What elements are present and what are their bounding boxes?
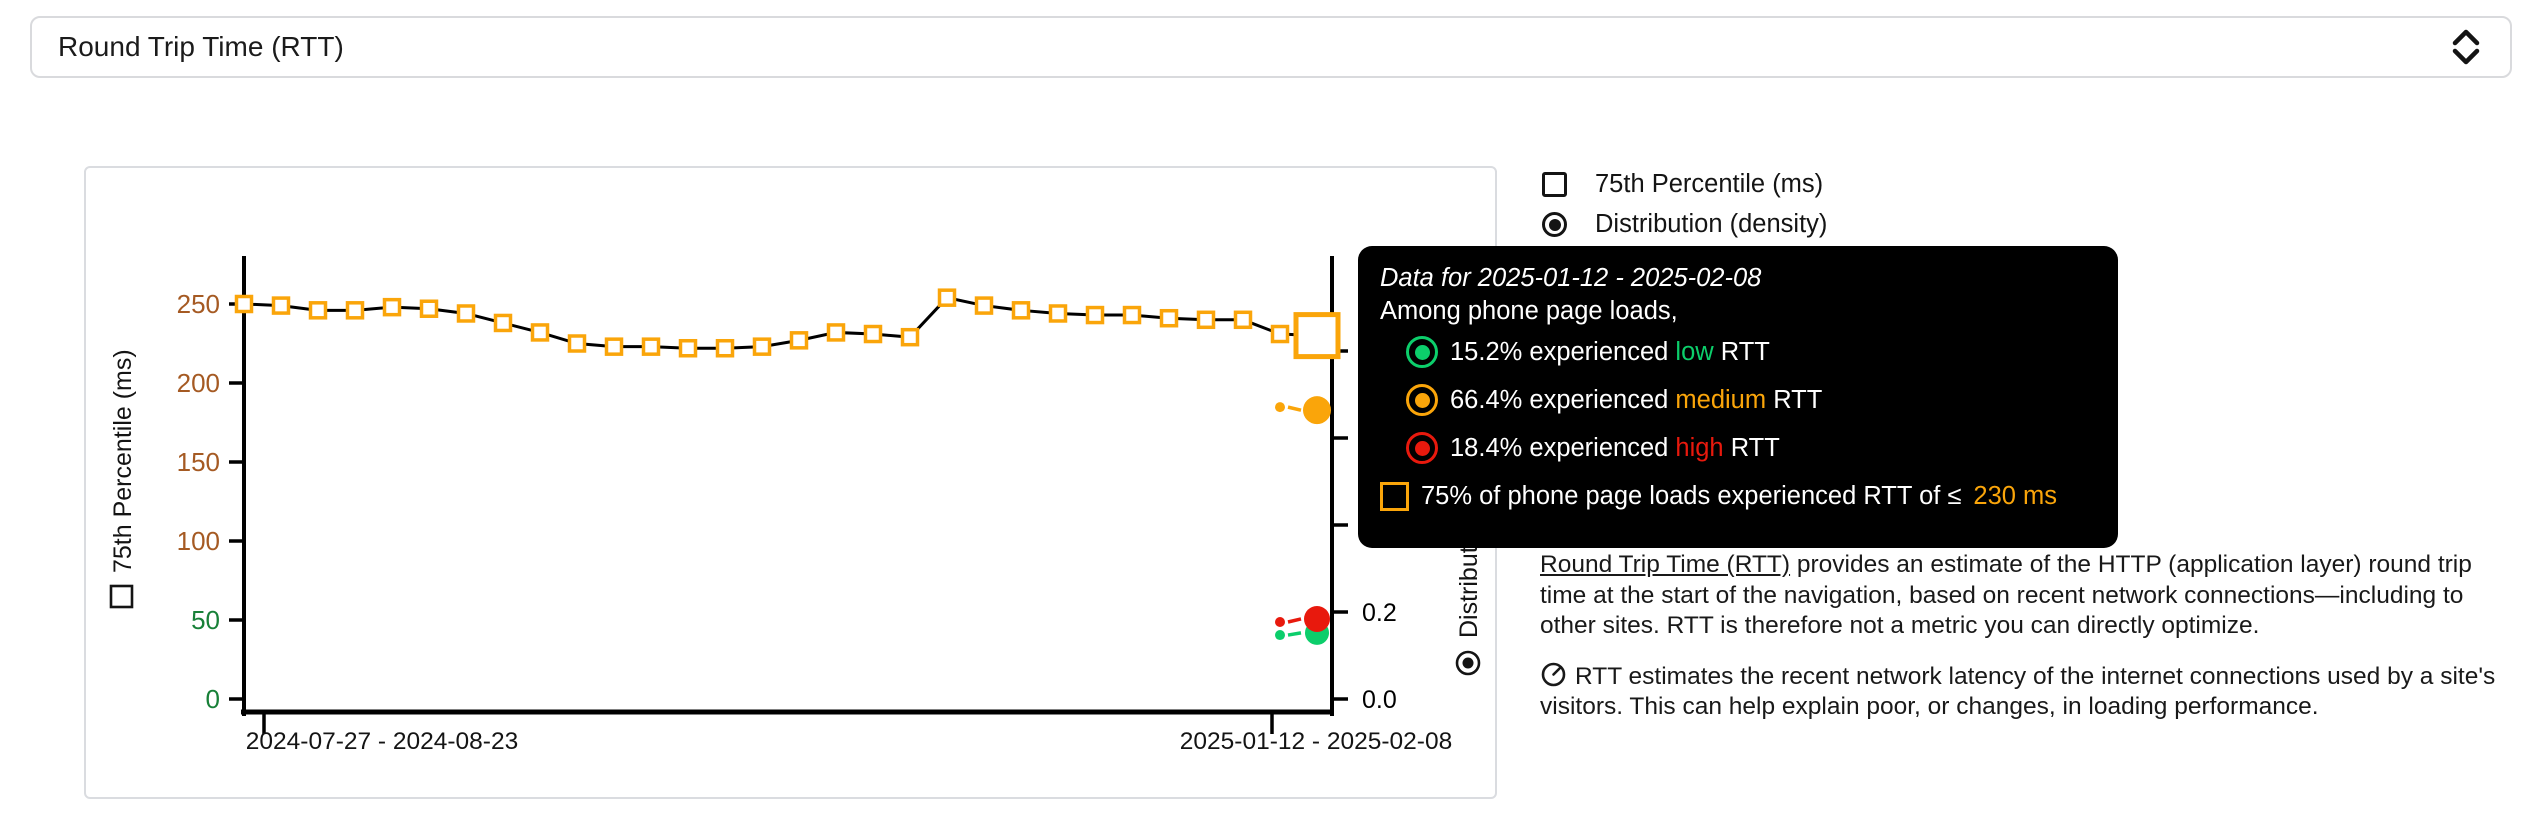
- left-tick-label: 250: [177, 289, 220, 319]
- gauge-icon: [1541, 662, 1566, 686]
- percentile-checkbox-icon[interactable]: [1542, 172, 1567, 197]
- tooltip-subtitle: Among phone page loads,: [1380, 297, 1678, 325]
- medium-tooltip-row: 66.4% experienced medium RTT: [1406, 376, 2094, 424]
- distribution-radio-icon[interactable]: [1542, 212, 1567, 237]
- data-point[interactable]: [271, 296, 291, 315]
- data-point[interactable]: [974, 296, 994, 315]
- data-point[interactable]: [863, 324, 883, 344]
- medium-density-icon: [1406, 384, 1438, 416]
- data-point[interactable]: [715, 338, 735, 358]
- high-density-point[interactable]: [1304, 605, 1330, 632]
- tooltip-percentile-text: 75% of phone page loads experienced RTT …: [1421, 481, 1962, 510]
- metric-selector-value: Round Trip Time (RTT): [58, 31, 344, 62]
- chart-legend: 75th Percentile (ms) Distribution (densi…: [1542, 170, 1827, 239]
- right-tick-label: 0.2: [1362, 599, 1397, 627]
- metric-selector[interactable]: Round Trip Time (RTT): [30, 16, 2512, 78]
- data-point[interactable]: [1233, 310, 1253, 330]
- data-point[interactable]: [789, 331, 809, 350]
- data-point[interactable]: [937, 288, 957, 307]
- x-tick-label: 2025-01-12 - 2025-02-08: [1180, 728, 1452, 755]
- data-point[interactable]: [1085, 305, 1105, 325]
- percentile-square-icon: [1380, 481, 1409, 511]
- rtt-link[interactable]: Round Trip Time (RTT): [1540, 551, 1791, 578]
- unfold-more-icon: [2452, 29, 2480, 65]
- data-point[interactable]: [345, 301, 365, 320]
- data-point[interactable]: [826, 323, 846, 342]
- high-density-series: [1275, 605, 1330, 632]
- data-point[interactable]: [382, 297, 402, 317]
- percentile-legend-label: 75th Percentile (ms): [1595, 170, 1824, 198]
- legend-distribution[interactable]: Distribution (density): [1542, 210, 1827, 239]
- left-tick-label: 50: [191, 605, 220, 635]
- data-point[interactable]: [1270, 324, 1290, 344]
- left-tick-label: 150: [177, 447, 220, 477]
- data-point[interactable]: [1011, 301, 1031, 320]
- high-density-icon: [1406, 432, 1438, 464]
- tooltip-percentile-value: 230 ms: [1973, 481, 2058, 510]
- tooltip-title: Data for 2025-01-12 - 2025-02-08: [1380, 264, 1762, 292]
- data-point[interactable]: [456, 304, 476, 323]
- distribution-axis-radio-icon: [1455, 650, 1481, 676]
- data-point[interactable]: [530, 323, 550, 342]
- medium-density-point[interactable]: [1303, 396, 1331, 425]
- tooltip-rows: 15.2% experienced low RTT 66.4% experienc…: [1380, 328, 2094, 472]
- data-point[interactable]: [419, 299, 439, 318]
- data-point[interactable]: [234, 294, 254, 314]
- rtt-chart[interactable]: 0501001502002500.00.20.40.60.82024-07-27…: [86, 168, 1499, 801]
- chart-tooltip: Data for 2025-01-12 - 2025-02-08 Among p…: [1358, 246, 2118, 548]
- percentile-axis-checkbox-icon: [109, 584, 134, 609]
- low-density-icon: [1406, 336, 1438, 368]
- distribution-legend-label: Distribution (density): [1595, 210, 1828, 238]
- data-point[interactable]: [493, 313, 513, 333]
- svg-text:75th Percentile (ms): 75th Percentile (ms): [109, 349, 137, 573]
- data-point[interactable]: [752, 337, 772, 356]
- description-paragraph-2: RTT estimates the recent network latency…: [1540, 661, 2500, 723]
- high-tooltip-text: 18.4% experienced high RTT: [1450, 433, 1780, 462]
- data-point[interactable]: [308, 301, 328, 320]
- data-point[interactable]: [678, 338, 698, 358]
- high-tooltip-row: 18.4% experienced high RTT: [1406, 424, 2094, 472]
- data-point[interactable]: [567, 334, 587, 353]
- description-p1-text: provides an estimate of the HTTP (applic…: [1540, 551, 2472, 639]
- data-point[interactable]: [604, 337, 624, 356]
- description-paragraph-1: Round Trip Time (RTT) provides an estima…: [1540, 550, 2500, 642]
- tooltip-percentile-row: 75% of phone page loads experienced RTT …: [1380, 472, 2094, 520]
- left-tick-label: 0: [206, 684, 220, 714]
- data-point[interactable]: [1048, 304, 1068, 323]
- metric-description: Round Trip Time (RTT) provides an estima…: [1540, 550, 2500, 742]
- medium-density-series: [1275, 396, 1331, 425]
- left-axis-title: 75th Percentile (ms): [109, 349, 137, 609]
- left-tick-label: 100: [177, 526, 220, 556]
- chart-card: 0501001502002500.00.20.40.60.82024-07-27…: [84, 166, 1497, 799]
- x-tick-label: 2024-07-27 - 2024-08-23: [246, 728, 518, 755]
- legend-percentile[interactable]: 75th Percentile (ms): [1542, 170, 1827, 199]
- data-point[interactable]: [641, 337, 661, 356]
- hovered-data-point[interactable]: [1293, 312, 1341, 360]
- left-tick-label: 200: [177, 368, 220, 398]
- medium-tooltip-text: 66.4% experienced medium RTT: [1450, 385, 1823, 414]
- data-point[interactable]: [1196, 310, 1216, 330]
- data-point[interactable]: [1122, 305, 1142, 325]
- data-point[interactable]: [900, 327, 920, 347]
- percentile-line: [243, 296, 1318, 350]
- low-tooltip-text: 15.2% experienced low RTT: [1450, 337, 1770, 366]
- data-point[interactable]: [1159, 308, 1179, 328]
- description-p2-text: RTT estimates the recent network latency…: [1540, 662, 2496, 721]
- right-tick-label: 0.0: [1362, 686, 1397, 714]
- low-tooltip-row: 15.2% experienced low RTT: [1406, 328, 2094, 376]
